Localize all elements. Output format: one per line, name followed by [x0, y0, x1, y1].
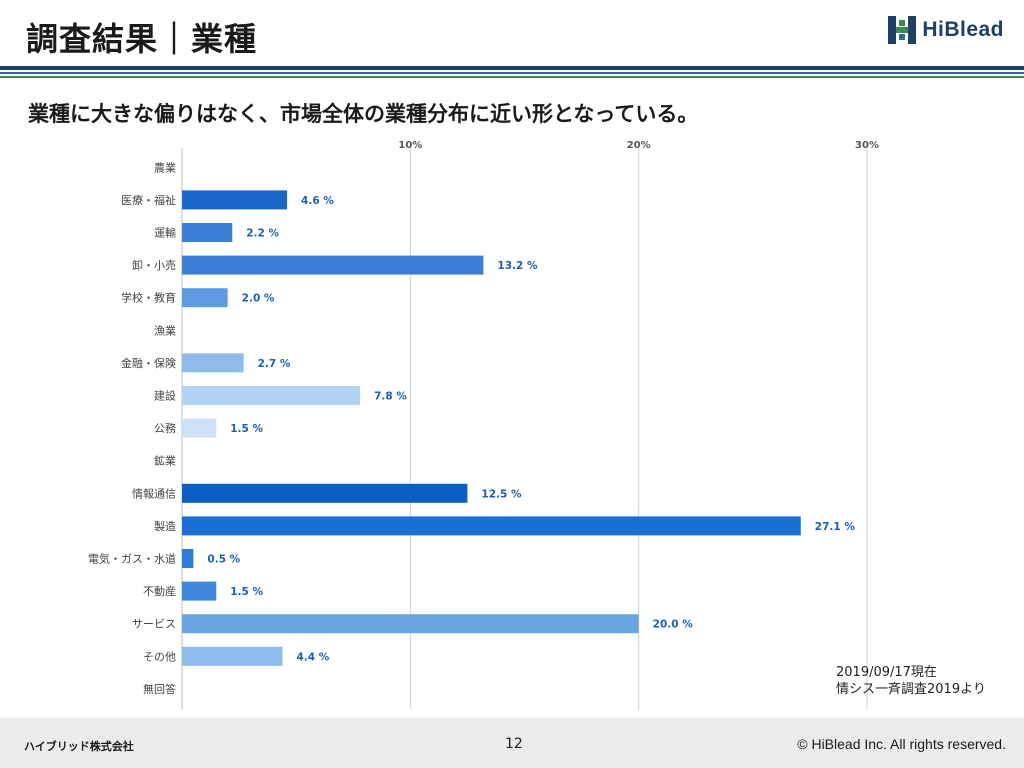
data-label: 2.0 %	[242, 293, 275, 305]
data-label: 7.8 %	[374, 391, 407, 403]
bar	[182, 581, 217, 601]
logo: HiBlead	[888, 16, 1004, 44]
slide-subtitle: 業種に大きな偏りはなく、市場全体の業種分布に近い形となっている。	[28, 102, 699, 126]
category-label: 鉱業	[154, 454, 176, 468]
header-rule-navy	[0, 66, 1024, 70]
data-label: 1.5 %	[230, 586, 263, 598]
header-rule-blue	[0, 72, 1024, 74]
source-date: 2019/09/17現在	[836, 665, 937, 680]
category-label: 運輸	[154, 226, 176, 240]
category-label: 製造	[154, 519, 176, 533]
data-label: 20.0 %	[653, 619, 694, 631]
x-tick-label: 10%	[398, 140, 422, 151]
data-label: 12.5 %	[481, 488, 522, 500]
bar	[182, 614, 639, 634]
category-label: 卸・小売	[132, 258, 176, 272]
header-rule-green	[0, 76, 1024, 78]
category-label: 金融・保険	[121, 356, 176, 370]
bar	[182, 288, 228, 308]
bar	[182, 418, 217, 438]
data-label: 0.5 %	[207, 554, 240, 566]
bar	[182, 386, 361, 405]
footer: ハイブリッド株式会社 12 © HiBlead Inc. All rights …	[0, 718, 1024, 768]
data-label: 4.6 %	[301, 195, 334, 207]
slide-title: 調査結果｜業種	[26, 20, 258, 58]
data-label: 2.2 %	[246, 228, 279, 240]
data-label: 2.7 %	[258, 358, 291, 370]
category-label: 漁業	[154, 323, 176, 337]
bar	[182, 190, 288, 210]
category-label: 不動産	[143, 584, 176, 598]
data-label: 1.5 %	[230, 423, 263, 435]
category-label: 公務	[154, 421, 176, 435]
category-label: 無回答	[143, 682, 176, 696]
data-label: 13.2 %	[497, 260, 538, 272]
category-label: 学校・教育	[121, 291, 176, 305]
source-note: 2019/09/17現在 情シス一斉調査2019より	[836, 664, 986, 698]
footer-copyright: © HiBlead Inc. All rights reserved.	[797, 736, 1006, 752]
x-tick-label: 20%	[627, 140, 651, 151]
category-label: 建設	[154, 389, 176, 403]
bar	[182, 223, 233, 242]
bar	[182, 646, 283, 666]
page-number: 12	[505, 736, 523, 752]
category-label: 電気・ガス・水道	[88, 552, 176, 566]
source-survey: 情シス一斉調査2019より	[836, 682, 986, 697]
category-label: 医療・福祉	[121, 193, 176, 207]
footer-company: ハイブリッド株式会社	[24, 740, 134, 753]
category-label: その他	[143, 650, 176, 663]
data-label: 4.4 %	[296, 651, 329, 663]
bar	[182, 516, 801, 536]
logo-text: HiBlead	[922, 18, 1004, 41]
hiblead-logo-icon	[888, 16, 917, 44]
bar	[182, 353, 244, 373]
category-label: 情報通信	[132, 487, 176, 500]
category-label: サービス	[132, 618, 176, 631]
bar	[182, 549, 194, 568]
bar	[182, 255, 484, 275]
x-tick-label: 30%	[855, 140, 879, 151]
bar	[182, 483, 468, 503]
category-label: 農業	[154, 160, 176, 174]
data-label: 27.1 %	[815, 521, 856, 533]
